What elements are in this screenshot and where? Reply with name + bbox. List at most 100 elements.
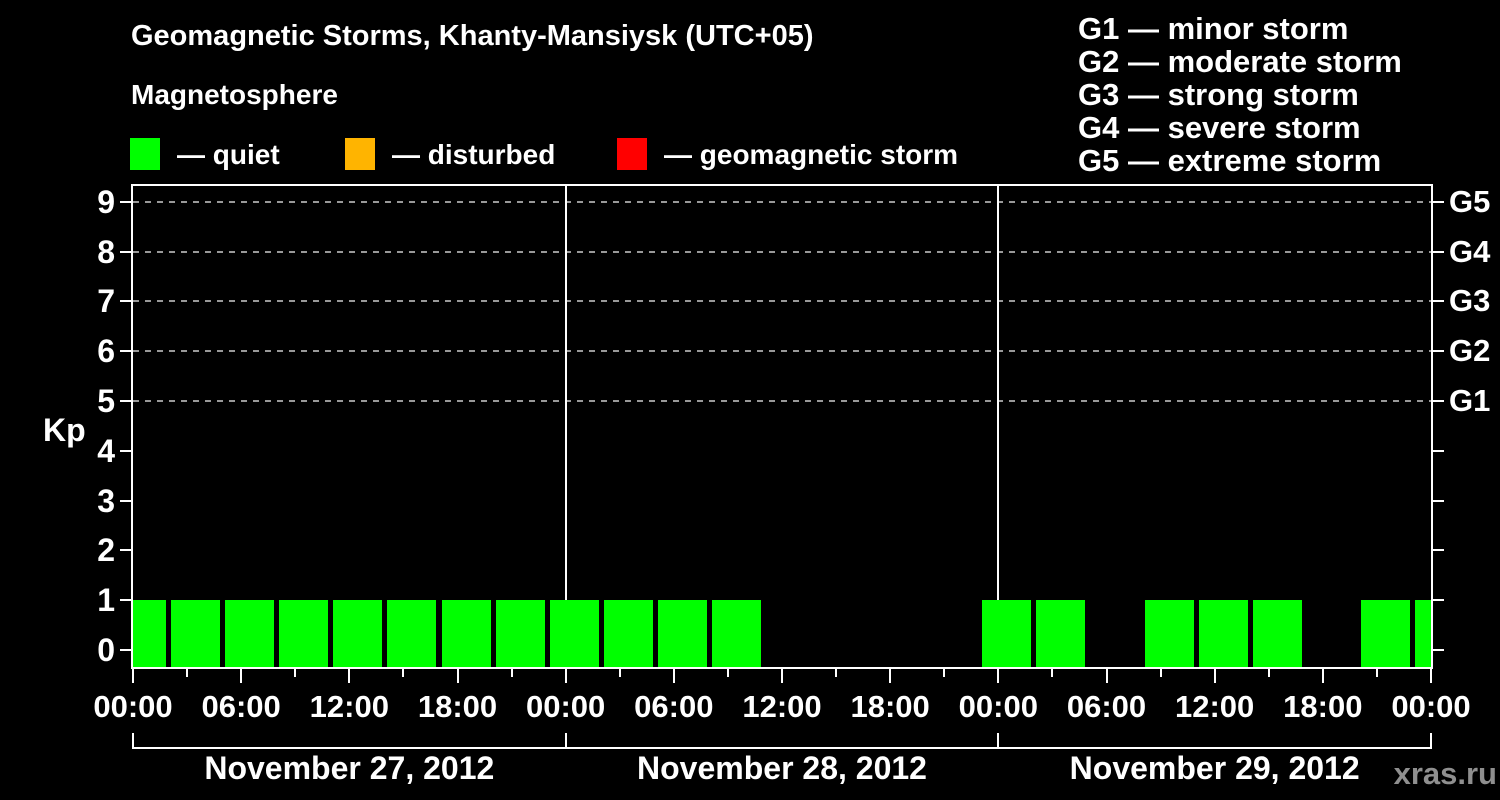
g-scale-legend-item-g1: G1 — minor storm [1078, 11, 1349, 46]
x-axis-major-tick [348, 669, 351, 683]
x-axis-time-label: 06:00 [634, 689, 714, 724]
date-label: November 27, 2012 [204, 750, 495, 786]
g-scale-legend-item-g5: G5 — extreme storm [1078, 143, 1382, 178]
x-axis-time-label: 18:00 [1283, 689, 1363, 724]
kp-bar [441, 600, 491, 667]
kp-bar [711, 600, 761, 667]
y-axis-tick-left [120, 649, 131, 651]
date-bracket-tick [997, 733, 1000, 749]
y-axis-title: Kp [43, 412, 86, 448]
kp-bar [549, 600, 599, 667]
kp-bar [1036, 600, 1086, 667]
y-axis-tick-right [1433, 350, 1444, 353]
x-axis-major-tick [1213, 669, 1216, 683]
x-axis-major-tick [564, 669, 567, 683]
date-label: November 28, 2012 [637, 750, 927, 786]
y-axis-tick-left [120, 300, 131, 303]
x-axis-minor-tick [1051, 669, 1054, 677]
g-level-label: G2 [1449, 333, 1491, 369]
kp-bar [225, 600, 275, 667]
kp-bar [1252, 600, 1302, 667]
kp-bar [1415, 600, 1431, 667]
kp-bar [1144, 600, 1194, 667]
kp-bar [982, 600, 1032, 667]
x-axis-minor-tick [618, 669, 621, 677]
date-bracket-tick [132, 733, 134, 749]
x-axis-major-tick [889, 669, 892, 683]
x-axis-minor-tick [402, 669, 405, 677]
g-scale-legend-item-g4: G4 — severe storm [1078, 110, 1361, 145]
x-axis-minor-tick [510, 669, 513, 677]
date-bracket-line [133, 747, 1431, 749]
y-axis-tick-right [1433, 300, 1444, 303]
y-axis-label: 1 [97, 582, 115, 619]
day-divider [564, 186, 567, 667]
x-axis-major-tick [781, 669, 783, 683]
x-axis-major-tick [1105, 669, 1108, 683]
x-axis-time-label: 06:00 [201, 689, 281, 724]
y-axis-label: 9 [97, 183, 115, 220]
kp-bar [133, 600, 166, 667]
x-axis-minor-tick [1267, 669, 1270, 677]
y-axis-tick-left [120, 599, 131, 602]
y-axis-label: 3 [97, 482, 115, 519]
kp-bar [657, 600, 707, 667]
y-axis-tick-left [120, 200, 131, 203]
x-axis-time-label: 00:00 [958, 689, 1038, 724]
g-level-label: G1 [1449, 383, 1491, 418]
x-axis-time-label: 18:00 [417, 689, 498, 724]
x-axis-minor-tick [1375, 669, 1378, 677]
quiet-color-swatch [130, 138, 160, 170]
storm-legend-label: — geomagnetic storm [664, 139, 959, 170]
x-axis-major-tick [132, 669, 134, 683]
y-axis-label: 0 [97, 632, 115, 668]
y-axis-tick-left [120, 549, 131, 552]
storm-color-swatch [617, 138, 647, 170]
y-axis-label: 8 [97, 233, 115, 270]
x-axis-minor-tick [835, 669, 838, 677]
disturbed-color-swatch [345, 138, 375, 170]
x-axis-major-tick [1321, 669, 1324, 683]
y-axis-tick-left [120, 400, 131, 402]
gridline-kp7 [133, 300, 1431, 303]
g-scale-legend: G1 — minor storm G2 — moderate storm G3 — … [1078, 12, 1402, 177]
quiet-legend-label: — quiet [177, 139, 280, 170]
kp-bar [1360, 600, 1410, 667]
x-axis-time-label: 06:00 [1066, 689, 1147, 724]
y-axis-tick-right [1433, 250, 1444, 253]
day-divider [997, 186, 1000, 667]
watermark: xras.ru [1393, 756, 1497, 791]
x-axis-minor-tick [943, 669, 946, 677]
g-scale-legend-item-g3: G3 — strong storm [1078, 77, 1359, 112]
x-axis-time-label: 00:00 [1391, 689, 1471, 724]
g-level-label: G4 [1449, 233, 1491, 269]
y-axis-tick-right [1433, 499, 1444, 502]
kp-bar [279, 600, 329, 667]
date-bracket-tick [564, 733, 567, 749]
chart-subtitle: Magnetosphere [131, 79, 338, 110]
y-axis-tick-left [120, 449, 131, 452]
y-axis-tick-right [1433, 449, 1444, 452]
gridline-kp5 [133, 400, 1431, 402]
kp-bar [333, 600, 383, 667]
y-axis-label: 7 [97, 283, 115, 320]
x-axis-time-label: 00:00 [526, 689, 606, 724]
kp-bar [603, 600, 653, 667]
plot-area [131, 184, 1433, 669]
x-axis-time-label: 12:00 [309, 689, 389, 724]
g-scale-legend-item-g2: G2 — moderate storm [1078, 44, 1402, 79]
x-axis-major-tick [997, 669, 1000, 683]
kp-bar [495, 600, 545, 667]
x-axis-time-label: 18:00 [850, 689, 930, 724]
kp-bar [1198, 600, 1248, 667]
y-axis-tick-right [1433, 549, 1444, 552]
x-axis-time-label: 12:00 [1175, 689, 1255, 724]
y-axis-tick-right [1433, 599, 1444, 602]
x-axis-minor-tick [186, 669, 189, 677]
y-axis-tick-left [120, 350, 131, 353]
y-axis-tick-right [1433, 200, 1444, 203]
kp-bar [387, 600, 437, 667]
x-axis-major-tick [456, 669, 459, 683]
kp-bar [171, 600, 221, 667]
x-axis-minor-tick [726, 669, 729, 677]
